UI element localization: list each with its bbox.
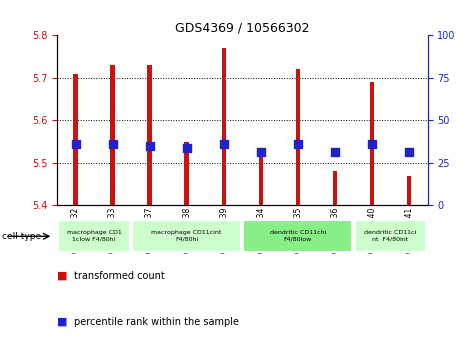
FancyBboxPatch shape [132,221,241,252]
Text: percentile rank within the sample: percentile rank within the sample [74,317,238,327]
Text: ■: ■ [57,317,67,327]
FancyBboxPatch shape [243,221,352,252]
Text: ■: ■ [57,271,67,281]
Bar [147,65,152,205]
Point [257,149,265,155]
Point [368,141,376,147]
Title: GDS4369 / 10566302: GDS4369 / 10566302 [175,21,310,34]
Bar [295,69,300,205]
Text: dendritic CD11ci
nt  F4/80int: dendritic CD11ci nt F4/80int [364,230,417,241]
Point [220,141,228,147]
Point [294,141,302,147]
Point [405,149,413,155]
Bar [221,48,226,205]
Text: transformed count: transformed count [74,271,164,281]
Text: macrophage CD1
1clow F4/80hi: macrophage CD1 1clow F4/80hi [66,230,122,241]
Bar [258,154,263,205]
Point [331,149,339,155]
Text: cell type: cell type [2,232,41,241]
Bar [73,74,78,205]
FancyBboxPatch shape [58,221,130,252]
Text: macrophage CD11cint
F4/80hi: macrophage CD11cint F4/80hi [152,230,222,241]
Point [109,141,116,147]
Bar [332,171,337,205]
Bar [370,82,374,205]
Bar [110,65,115,205]
Bar [407,176,411,205]
Point [183,145,190,151]
FancyBboxPatch shape [354,221,427,252]
Text: dendritic CD11chi
F4/80low: dendritic CD11chi F4/80low [270,230,326,241]
Point [72,141,79,147]
Point [146,143,153,149]
Bar [184,142,189,205]
